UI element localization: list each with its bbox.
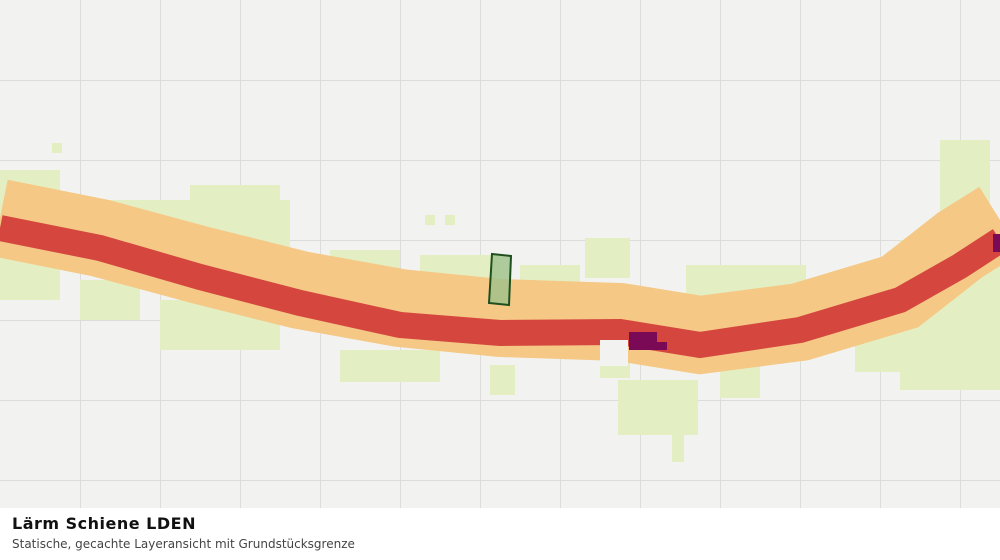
map-view [0, 0, 1000, 508]
noise-band [0, 179, 1000, 375]
map-subtitle: Statische, gecachte Layeransicht mit Gru… [12, 537, 355, 551]
noise-zone-high [993, 234, 1000, 252]
map-title: Lärm Schiene LDEN [12, 514, 196, 533]
noise-zone-high [657, 342, 667, 350]
noise-zone-high [629, 332, 657, 350]
caption: Lärm Schiene LDEN Statische, gecachte La… [0, 508, 1000, 560]
parcel-boundary[interactable] [487, 252, 513, 307]
gap [600, 340, 628, 366]
